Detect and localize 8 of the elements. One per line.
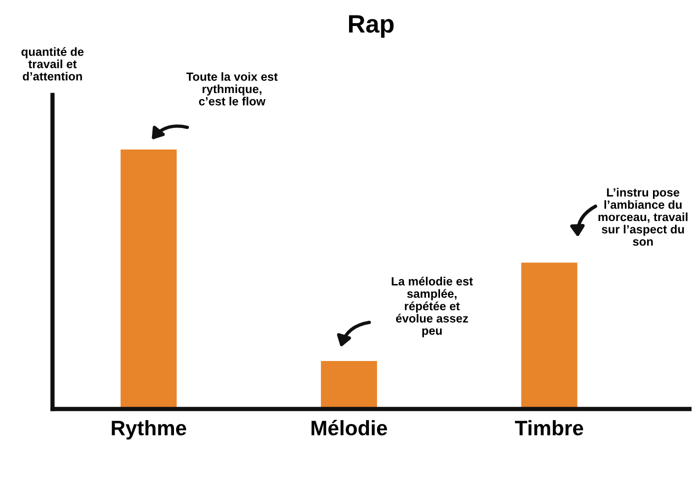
text: Toute la voix est rythmique, c’est le flow [186,72,278,106]
annotation: L’instru pose l’ambiance du morceau, travail sur l’aspect du son [598,188,688,246]
text: quantité de travail et d’attention [22,47,84,81]
annotation: La mélodie est samplée, répétée et évolue assez peu [392,276,473,338]
x-tick-label: Rythme [112,420,186,440]
x-tick-label: Mélodie [312,420,388,436]
x-tick-label: Timbre [514,420,584,436]
chart-title: Rap [349,15,394,38]
